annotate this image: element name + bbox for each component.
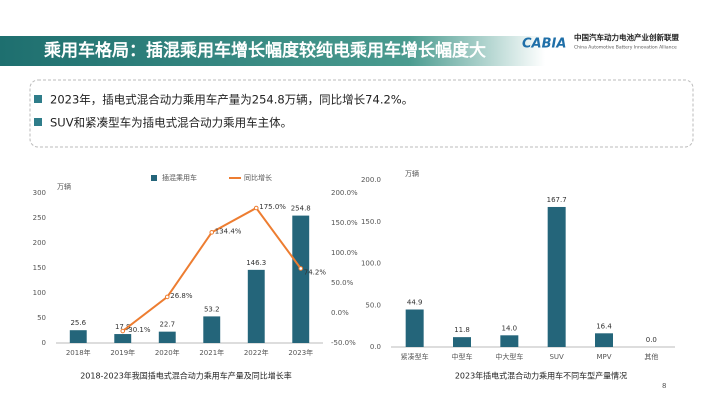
y2-tick-label: 150.0% [331, 219, 358, 227]
bar-value-label: 53.2 [204, 305, 220, 313]
bar [595, 333, 613, 347]
chart-caption: 2023年插电式混合动力乘用车不同车型产量情况 [455, 371, 627, 381]
y-tick-label: 150.0 [361, 218, 381, 226]
bar [547, 206, 566, 347]
x-tick-label: 2020年 [155, 348, 180, 357]
x-tick-label: 2022年 [244, 348, 269, 357]
line-value-label: -30.1% [126, 326, 151, 334]
bullet-box [29, 79, 694, 148]
y2-tick-label: 100.0% [331, 249, 358, 257]
bar-value-label: 167.7 [547, 196, 567, 204]
line-point [209, 230, 215, 235]
x-tick-label: MPV [596, 353, 611, 361]
y-tick-label: 300 [33, 189, 46, 197]
line-point [298, 266, 304, 271]
bar-value-label: 25.6 [70, 319, 86, 327]
bar [405, 309, 424, 347]
y-tick-label: 0.0 [370, 343, 381, 351]
y-unit: 万辆 [405, 169, 419, 178]
x-tick-label: 2023年 [288, 348, 313, 357]
x-tick-label: 中型车 [452, 352, 473, 361]
line-point [253, 205, 259, 211]
y-tick-label: 200.0 [361, 176, 381, 184]
bar [114, 334, 132, 343]
bar [292, 215, 310, 343]
line-point [164, 294, 170, 300]
logo: CABIA [522, 37, 566, 52]
bar-value-label: 11.8 [454, 326, 470, 334]
bar-value-label: 14.0 [502, 324, 518, 332]
bar-value-label: 254.8 [291, 205, 311, 213]
y2-tick-label: 50.0% [331, 279, 354, 287]
line-value-label: 134.4% [215, 227, 242, 235]
y2-tick-label: 0.0% [331, 309, 349, 317]
line-value-label: 74.2% [304, 268, 327, 276]
x-tick-label: 其他 [644, 352, 658, 361]
bar-value-label: 22.7 [159, 321, 175, 329]
org-en: China Automotive Battery Innovation Alli… [574, 45, 677, 51]
y-tick-label: 100.0 [361, 260, 381, 268]
bar [69, 330, 87, 343]
bullet-icon [34, 118, 42, 126]
bullet-text: 2023年，插电式混合动力乘用车产量为254.8万辆，同比增长74.2%。 [50, 93, 413, 107]
page-number: 8 [662, 382, 666, 390]
y-unit: 万辆 [57, 182, 71, 191]
slide-title: 乘用车格局：插混乘用车增长幅度较纯电乘用车增长幅度大 [43, 40, 486, 61]
y-tick-label: 0 [42, 339, 46, 347]
bullet-icon [34, 95, 42, 103]
bar [453, 337, 471, 347]
y-tick-label: 100 [33, 289, 46, 297]
line-point [120, 328, 126, 334]
legend-label: 同比增长 [244, 173, 272, 182]
bar-value-label: 16.4 [596, 322, 612, 330]
bar [158, 331, 176, 343]
y-tick-label: 250 [33, 214, 46, 222]
bar [247, 269, 265, 343]
line-value-label: 175.0% [259, 203, 286, 211]
x-tick-label: 2019年 [110, 348, 135, 357]
bar-value-label: 44.9 [407, 299, 423, 307]
y2-tick-label: -50.0% [331, 339, 356, 347]
y-tick-label: 50.0 [365, 301, 381, 309]
x-tick-label: 中大型车 [495, 352, 523, 361]
org-cn: 中国汽车动力电池产业创新联盟 [574, 32, 679, 42]
bar [500, 335, 519, 347]
x-tick-label: 2018年 [66, 348, 91, 357]
y2-tick-label: 200.0% [331, 189, 358, 197]
bullet-text: SUV和紧凑型车为插电式混合动力乘用车主体。 [50, 116, 292, 130]
bar-value-label: 17.9 [115, 323, 131, 331]
line-value-label: 26.8% [170, 292, 193, 300]
title-band [0, 36, 545, 66]
bar-value-label: 0.0 [646, 336, 657, 344]
y-tick-label: 200 [33, 239, 46, 247]
legend-swatch [151, 175, 157, 181]
bar-value-label: 146.3 [246, 259, 266, 267]
bar [203, 316, 221, 343]
legend-label: 插混乘用车 [162, 173, 197, 182]
x-tick-label: 2021年 [199, 348, 224, 357]
x-tick-label: SUV [549, 353, 564, 361]
y-tick-label: 50 [37, 314, 46, 322]
chart-caption: 2018-2023年我国插电式混合动力乘用车产量及同比增长率 [80, 371, 292, 381]
y-tick-label: 150 [33, 264, 46, 272]
x-tick-label: 紧凑型车 [401, 352, 429, 361]
